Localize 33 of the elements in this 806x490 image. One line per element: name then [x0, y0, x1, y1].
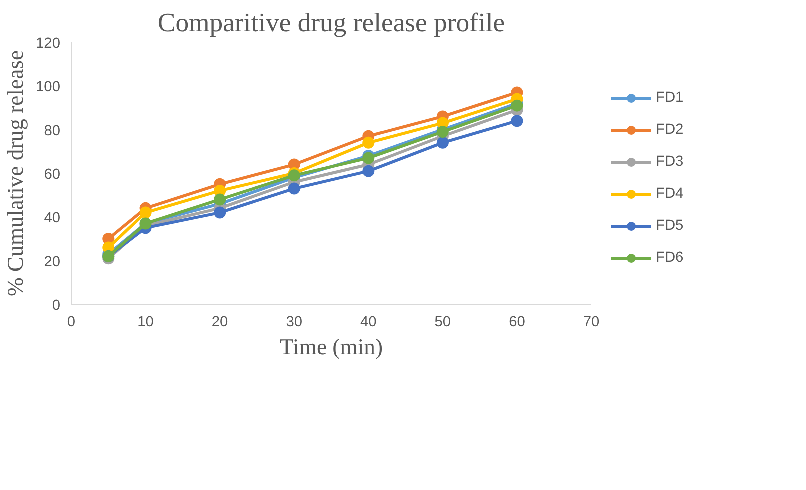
legend-label: FD4 — [656, 186, 684, 202]
legend-label: FD5 — [656, 218, 684, 234]
x-tick-label: 60 — [509, 314, 526, 330]
y-tick-label: 60 — [44, 167, 61, 183]
x-tick-label: 0 — [67, 314, 76, 330]
point — [436, 126, 449, 138]
x-tick-label: 10 — [138, 314, 154, 330]
point — [214, 206, 226, 219]
legend-label: FD2 — [656, 122, 684, 138]
x-tick-label: 20 — [212, 314, 228, 330]
point — [436, 136, 449, 149]
point — [140, 206, 152, 219]
x-tick-label: 70 — [583, 314, 600, 330]
y-tick-label: 120 — [36, 36, 61, 52]
y-tick-label: 20 — [44, 254, 61, 270]
x-tick-label: 30 — [286, 314, 303, 330]
chart-title: Comparitive drug release profile — [158, 8, 506, 38]
y-tick-label: 0 — [52, 298, 61, 314]
legend-label: FD1 — [656, 90, 684, 106]
y-tick-label: 40 — [44, 210, 61, 227]
x-axis-title: Time (min) — [280, 334, 384, 360]
point — [214, 194, 226, 206]
legend-label: FD6 — [656, 250, 684, 266]
legend-label: FD3 — [656, 154, 684, 170]
x-tick-label: 50 — [434, 314, 452, 330]
y-axis-title: % Cumulative drug release — [3, 50, 28, 296]
point — [362, 136, 375, 149]
point — [511, 115, 524, 128]
y-tick-label: 80 — [44, 123, 61, 140]
point — [288, 182, 300, 195]
point — [362, 165, 375, 178]
y-tick-label: 100 — [36, 80, 61, 96]
x-tick-label: 40 — [360, 314, 377, 330]
